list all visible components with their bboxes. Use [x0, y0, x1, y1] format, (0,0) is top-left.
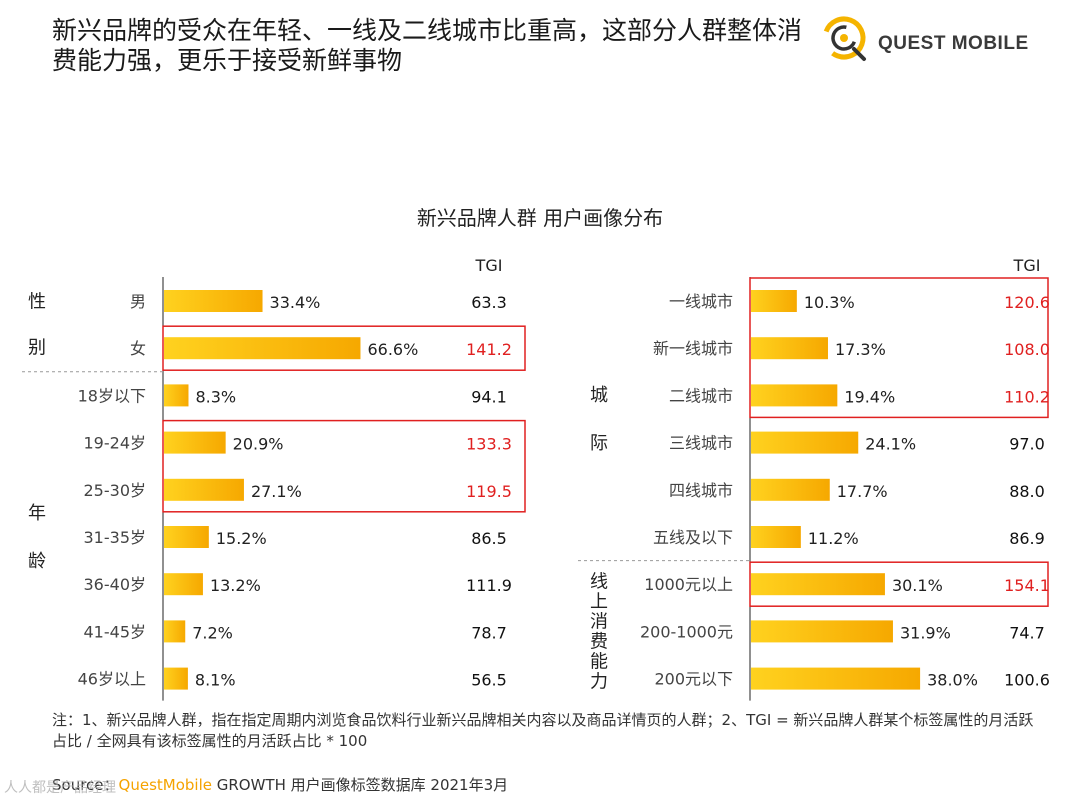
tgi-value: 86.9	[1009, 529, 1045, 548]
logo-text: QUEST MOBILE	[878, 33, 1029, 54]
value-label: 27.1%	[251, 482, 302, 501]
bar	[751, 526, 801, 548]
category-label: 18岁以下	[78, 386, 146, 405]
bar	[751, 337, 828, 360]
category-label: 三线城市	[669, 434, 733, 453]
category-label: 二线城市	[669, 386, 733, 405]
watermark: 人人都是产品经理	[4, 780, 116, 796]
highlight-box	[162, 419, 526, 513]
value-label: 13.2%	[210, 576, 261, 595]
bar	[164, 431, 226, 454]
category-label: 一线城市	[669, 292, 733, 311]
category-label: 女	[130, 339, 146, 358]
tgi-value: 100.6	[1004, 671, 1050, 690]
bar	[751, 431, 859, 454]
tgi-value: 119.5	[466, 482, 512, 501]
value-label: 31.9%	[900, 623, 951, 642]
category-label: 200元以下	[654, 670, 733, 689]
value-label: 66.6%	[367, 340, 418, 359]
bar	[164, 478, 244, 501]
category-label: 19-24岁	[84, 434, 147, 453]
category-label: 46岁以上	[78, 670, 146, 689]
tgi-value: 108.0	[1004, 340, 1050, 359]
bar	[751, 384, 838, 407]
bar	[164, 290, 263, 312]
category-label: 男	[130, 292, 146, 311]
left-tgi-header: TGI	[475, 256, 503, 275]
value-label: 17.3%	[835, 340, 886, 359]
source-line: Source：QuestMobile GROWTH 用户画像标签数据库 2021…	[52, 774, 508, 795]
value-label: 8.1%	[195, 671, 236, 690]
tgi-value: 56.5	[471, 671, 507, 690]
tgi-value: 88.0	[1009, 482, 1045, 501]
category-label: 新一线城市	[653, 339, 733, 358]
category-label: 31-35岁	[84, 528, 147, 547]
category-label: 200-1000元	[640, 622, 733, 641]
value-label: 8.3%	[195, 387, 236, 406]
group-label: 线上消费能力	[590, 571, 608, 692]
value-label: 33.4%	[270, 293, 321, 312]
tgi-value: 86.5	[471, 529, 507, 548]
tgi-value: 94.1	[471, 387, 507, 406]
category-label: 四线城市	[669, 481, 733, 500]
value-label: 20.9%	[233, 435, 284, 454]
bar	[164, 337, 361, 360]
highlight-box	[749, 561, 1049, 607]
tgi-value: 111.9	[466, 576, 512, 595]
bar	[751, 620, 893, 643]
bar	[751, 573, 885, 596]
right-tgi-header: TGI	[1013, 256, 1041, 275]
value-label: 15.2%	[216, 529, 267, 548]
group-label: 年龄	[28, 503, 46, 572]
value-label: 38.0%	[927, 671, 978, 690]
value-label: 10.3%	[804, 293, 855, 312]
tgi-value: 141.2	[466, 340, 512, 359]
group-label: 城际	[590, 385, 608, 454]
source-prefix: Source：	[52, 776, 119, 794]
value-label: 24.1%	[865, 435, 916, 454]
chart-title: 新兴品牌人群 用户画像分布	[416, 206, 664, 230]
category-label: 1000元以上	[644, 575, 733, 594]
value-label: 19.4%	[844, 387, 895, 406]
category-label: 五线及以下	[653, 528, 733, 547]
bar	[164, 620, 186, 643]
tgi-value: 154.1	[1004, 576, 1050, 595]
highlight-box	[162, 325, 526, 371]
tgi-value: 74.7	[1009, 623, 1045, 642]
value-label: 17.7%	[837, 482, 888, 501]
group-label: 性别	[28, 292, 46, 359]
category-label: 25-30岁	[84, 481, 147, 500]
bar	[164, 526, 209, 548]
bar	[164, 667, 188, 690]
highlight-box	[749, 277, 1049, 419]
tgi-value: 97.0	[1009, 435, 1045, 454]
category-label: 36-40岁	[84, 575, 147, 594]
bar	[751, 290, 797, 312]
footnote: 注：1、新兴品牌人群，指在指定周期内浏览食品饮料行业新兴品牌相关内容以及商品详情…	[52, 711, 1034, 750]
questmobile-logo: QUEST MOBILE	[818, 13, 1058, 63]
tgi-value: 133.3	[466, 435, 512, 454]
source-brand: QuestMobile	[118, 776, 212, 794]
page-headline: 新兴品牌的受众在年轻、一线及二线城市比重高，这部分人群整体消费能力强，更乐于接受…	[52, 16, 803, 75]
tgi-value: 63.3	[471, 293, 507, 312]
category-label: 41-45岁	[84, 622, 147, 641]
value-label: 30.1%	[892, 576, 943, 595]
bar	[751, 478, 830, 501]
bar	[164, 384, 189, 407]
source-suffix: GROWTH 用户画像标签数据库 2021年3月	[211, 776, 509, 794]
tgi-value: 78.7	[471, 623, 507, 642]
tgi-value: 110.2	[1004, 387, 1050, 406]
value-label: 11.2%	[808, 529, 859, 548]
bar	[751, 667, 921, 690]
bar	[164, 573, 203, 596]
tgi-value: 120.6	[1004, 293, 1050, 312]
questmobile-logo-icon	[822, 16, 866, 61]
value-label: 7.2%	[192, 623, 233, 642]
